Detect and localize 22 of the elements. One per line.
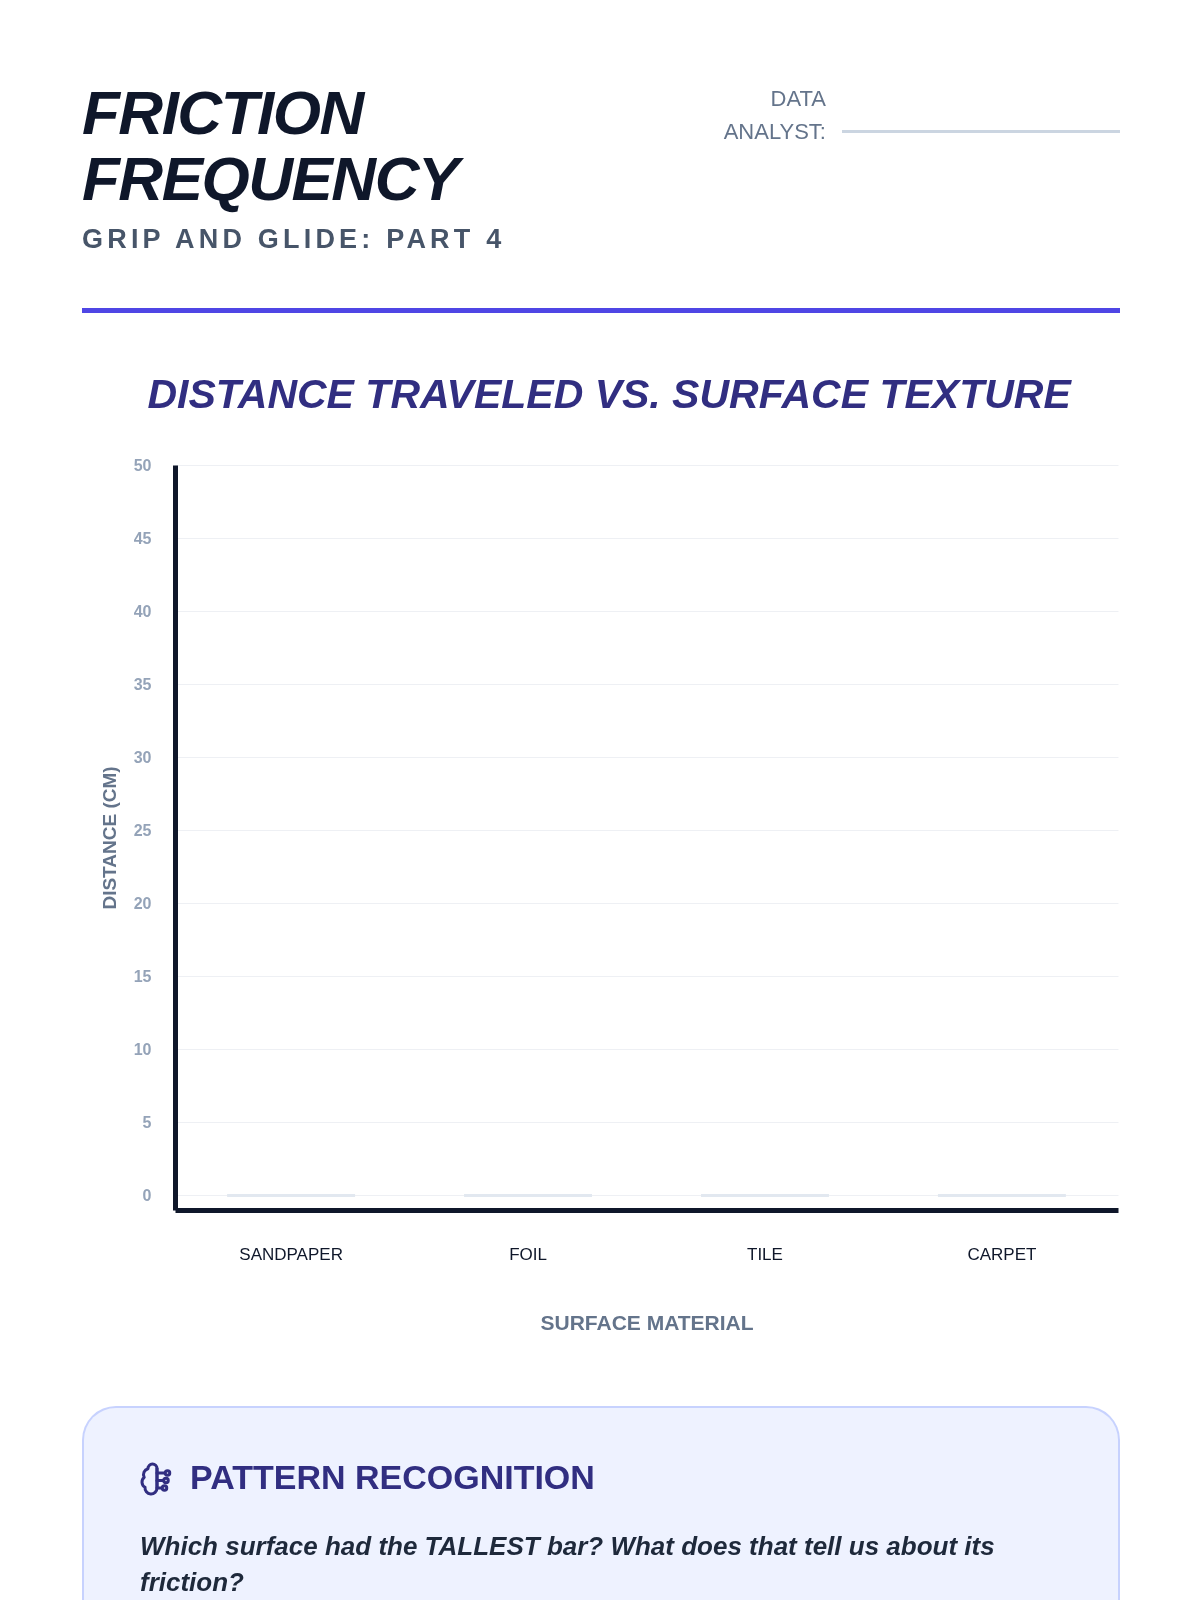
question-card: PATTERN RECOGNITION Which surface had the TALLEST bar? What does that tell us about its friction? <box>82 1406 1120 1600</box>
y-tick-label: 35 <box>133 675 152 693</box>
x-tick-label: TILE <box>747 1244 783 1264</box>
y-tick-label: 25 <box>133 821 152 839</box>
x-tick-label: FOIL <box>509 1244 547 1264</box>
y-tick-label: 30 <box>133 748 152 766</box>
y-tick-label: 20 <box>133 894 152 912</box>
y-tick-label: 5 <box>142 1113 152 1131</box>
y-tick-label: 10 <box>133 1040 152 1058</box>
y-tick-label: 50 <box>133 456 152 474</box>
chart-title: DISTANCE TRAVELED VS. SURFACE TEXTURE <box>147 371 1073 417</box>
x-tick-label: CARPET <box>967 1244 1037 1264</box>
y-tick-label: 40 <box>133 602 152 620</box>
text: FRICTION FREQUENCY <box>82 78 465 213</box>
text: GRIP AND GLIDE: PART 4 <box>82 224 507 255</box>
y-axis-title: DISTANCE (CM) <box>98 766 120 910</box>
x-axis-title: SURFACE MATERIAL <box>540 1310 754 1334</box>
text: DATA ANALYST: <box>722 85 826 146</box>
y-tick-label: 0 <box>142 1186 152 1204</box>
y-tick-label: 45 <box>133 529 152 547</box>
y-tick-label: 15 <box>133 967 152 985</box>
x-tick-label: SANDPAPER <box>239 1244 343 1264</box>
